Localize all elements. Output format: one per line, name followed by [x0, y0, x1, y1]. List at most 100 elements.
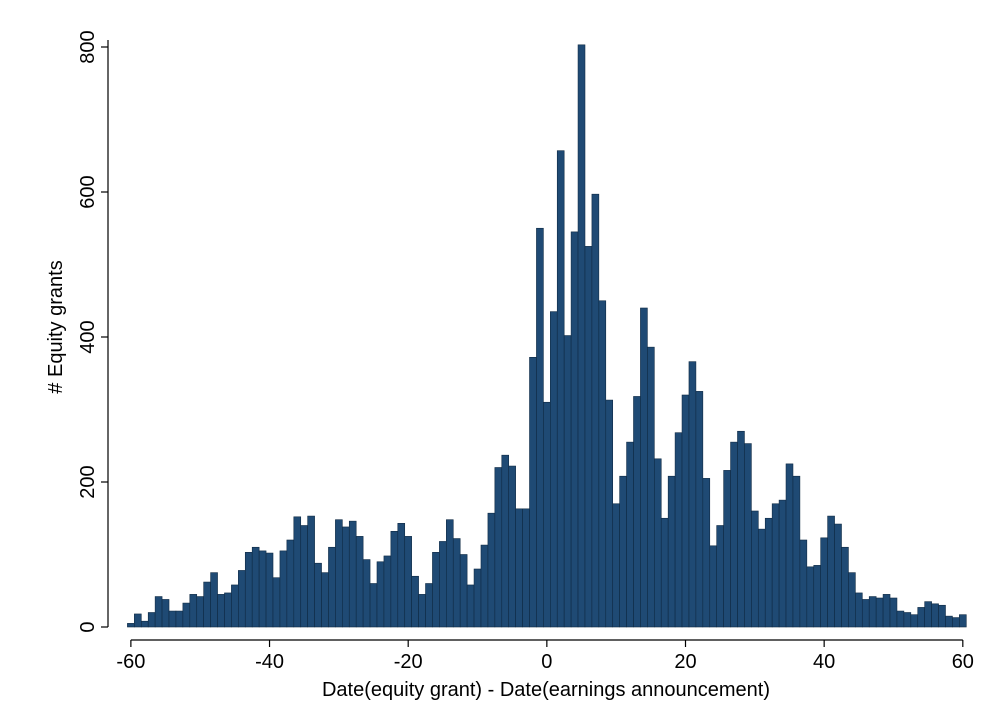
x-tick-label: 60: [952, 651, 974, 673]
bar: [473, 568, 482, 628]
bar: [709, 545, 718, 628]
bar: [640, 307, 648, 628]
y-tick-label: 200: [77, 465, 99, 498]
bar: [751, 510, 759, 628]
bar: [848, 572, 856, 628]
bar: [217, 594, 225, 628]
bar: [924, 601, 932, 628]
bar: [764, 517, 773, 628]
bar: [910, 614, 919, 628]
bar: [605, 399, 614, 628]
bar: [224, 592, 232, 628]
bar: [127, 623, 135, 628]
bar: [134, 613, 142, 628]
bar: [806, 566, 815, 628]
bar: [681, 394, 690, 628]
bar: [203, 581, 211, 628]
bar: [425, 583, 433, 628]
bar: [258, 550, 267, 628]
bar: [882, 594, 891, 628]
bar: [501, 454, 510, 628]
bar: [556, 150, 565, 628]
bar: [446, 519, 454, 628]
bar: [778, 499, 787, 628]
bar: [619, 475, 627, 628]
bar: [917, 607, 925, 628]
bar: [563, 335, 572, 628]
bar: [244, 552, 253, 628]
bar: [931, 603, 939, 628]
bar: [875, 597, 884, 628]
bar: [321, 572, 329, 628]
bar: [154, 596, 163, 628]
bar: [522, 508, 530, 628]
bar: [355, 536, 364, 628]
bar: [369, 583, 378, 628]
bar: [286, 539, 295, 628]
x-tick-label: -40: [255, 651, 284, 673]
bar: [550, 311, 558, 628]
bar: [702, 478, 711, 628]
bar: [626, 441, 634, 628]
bar: [480, 544, 489, 628]
bar: [383, 555, 392, 628]
bar: [612, 503, 620, 628]
x-tick-label: 40: [813, 651, 835, 673]
bar: [231, 584, 239, 628]
bar: [654, 458, 662, 628]
bar: [147, 612, 156, 628]
x-tick-label: -60: [116, 651, 145, 673]
bar: [660, 517, 669, 628]
bar: [494, 467, 503, 628]
bar: [633, 396, 641, 628]
bar: [293, 516, 302, 628]
bar: [785, 463, 794, 628]
bar: [667, 475, 676, 628]
bar: [140, 620, 149, 628]
bar: [418, 594, 426, 628]
bar: [598, 300, 607, 628]
bar: [695, 391, 704, 628]
bar: [543, 401, 551, 628]
bar: [529, 356, 537, 628]
bar: [404, 536, 412, 628]
bar: [855, 592, 863, 628]
bar: [730, 441, 738, 628]
bar: [868, 596, 877, 628]
bar: [889, 597, 898, 628]
y-tick-label: 600: [77, 175, 99, 208]
bar: [265, 552, 274, 628]
bar: [459, 554, 468, 628]
x-tick-label: -20: [394, 651, 423, 673]
bar: [792, 475, 801, 628]
bar: [515, 508, 523, 628]
bar: [591, 193, 600, 628]
bar: [799, 539, 808, 628]
bar: [813, 565, 821, 628]
bar: [744, 443, 752, 628]
bar: [161, 599, 170, 628]
bar: [452, 538, 461, 628]
bar: [688, 361, 697, 628]
bar: [959, 614, 967, 628]
bar: [757, 528, 766, 628]
y-tick-label: 400: [77, 320, 99, 353]
bar: [896, 610, 905, 628]
bar: [820, 537, 828, 628]
bar: [279, 550, 288, 628]
bar: [834, 523, 842, 628]
bar: [952, 617, 960, 628]
bar: [432, 552, 440, 628]
bar: [272, 577, 281, 628]
bar: [168, 610, 177, 628]
bar: [584, 246, 593, 628]
y-tick-label: 0: [77, 621, 99, 632]
bar: [335, 519, 343, 628]
bar: [196, 596, 204, 628]
bar: [577, 44, 586, 628]
bar: [307, 515, 315, 628]
bar: [737, 430, 745, 628]
bar: [716, 525, 724, 628]
bar: [723, 470, 731, 628]
